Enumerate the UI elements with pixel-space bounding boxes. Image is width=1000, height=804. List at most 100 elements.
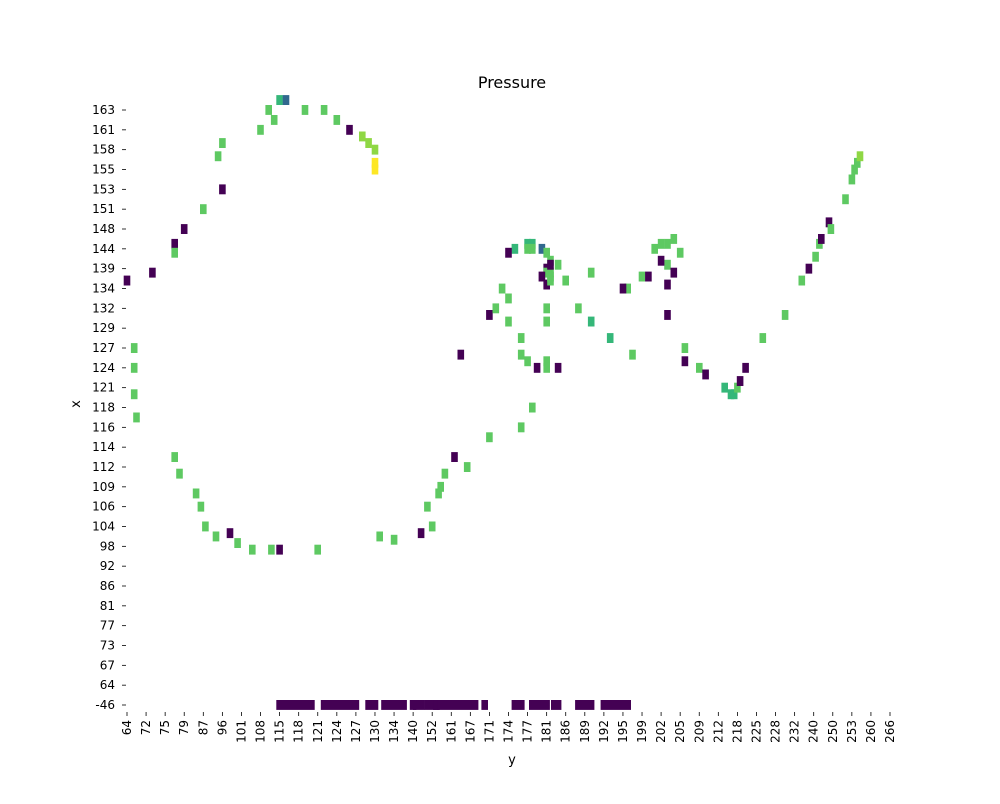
heatmap-cell [851,164,858,175]
heatmap-cell [517,422,525,433]
heatmap-cell [854,157,861,168]
heatmap-cell [657,238,665,249]
x-tick-label: 181 [540,720,554,743]
heatmap-cell-bottom-band [575,700,595,710]
heatmap-cell [257,124,264,135]
y-tick-label: 67 [100,658,115,672]
heatmap-cell [123,275,131,286]
heatmap-cell [463,462,471,472]
heatmap-cell [547,271,554,282]
x-tick-label: 250 [826,720,840,743]
heatmap-cell [314,544,321,555]
heatmap-cell [562,275,569,286]
x-tick-label: 212 [711,720,725,743]
heatmap-cell [180,224,188,234]
x-tick-label: 199 [635,720,649,743]
y-tick-label: 73 [100,639,115,653]
y-tick-label: 77 [100,619,115,633]
x-tick-label: 121 [311,720,325,743]
x-tick-label: 253 [845,720,859,743]
heatmap-cell [265,105,272,115]
y-tick-label: 148 [92,222,115,236]
heatmap-cell [670,234,678,244]
heatmap-cell [759,333,767,343]
y-tick-label: 109 [92,480,115,494]
heatmap-cell [524,238,531,249]
heatmap-cell [492,303,500,314]
x-axis-label: y [508,753,516,768]
heatmap-cell [149,267,156,278]
heatmap-cell [529,238,536,249]
heatmap-cell [681,343,689,353]
heatmap-cell [268,544,275,555]
x-tick-label: 240 [807,720,821,743]
y-ticks-layer: 163 161 158 155 153 151 148 144 139 134 132 129 127 1… [92,103,126,712]
heatmap-cell [130,343,138,353]
heatmap-cell [543,303,550,314]
y-tick-label: -46 [95,698,115,712]
y-tick-label: 98 [100,539,115,553]
x-tick-label: 72 [139,720,153,735]
heatmap-cell [234,538,241,548]
heatmap-cell [498,283,506,294]
heatmap-cell [441,468,449,479]
chart-title: Pressure [478,73,546,92]
y-tick-label: 161 [92,123,115,137]
heatmap-cell [543,362,550,373]
heatmap-cell [130,389,138,400]
x-tick-label: 232 [788,720,802,743]
heatmap-cell [645,271,652,282]
heatmap-cell [781,310,789,320]
x-tick-label: 167 [463,720,477,743]
x-tick-label: 174 [502,720,516,743]
heatmap-cell [587,316,595,327]
x-tick-label: 228 [769,720,783,743]
y-tick-label: 155 [92,163,115,177]
heatmap-cell-bottom-band [481,700,488,710]
heatmap-cell [543,356,550,367]
heatmap-cell [547,259,554,270]
heatmap-cell-bottom-band [600,700,631,710]
heatmap-cell [730,389,738,400]
heatmap-cell [346,124,353,135]
x-tick-label: 195 [616,720,630,743]
heatmap-cell [171,238,178,249]
heatmap-cell [554,259,562,270]
heatmap-cell [219,184,226,195]
heatmap-cell [812,251,819,262]
x-ticks-layer: 64 72 75 79 87 96 101 108 115 118 121 124 127 130 134 1… [120,712,897,743]
x-tick-label: 101 [234,720,248,743]
heatmap-cell [734,382,741,393]
heatmap-cell [171,247,178,258]
heatmap-cell [517,333,525,343]
heatmap-cell [524,356,531,367]
y-tick-label: 124 [92,361,115,375]
x-tick-label: 64 [120,720,134,735]
x-tick-label: 205 [673,720,687,743]
heatmap-cell [219,138,226,148]
y-tick-label: 144 [92,242,115,256]
y-tick-label: 158 [92,143,115,157]
heatmap-cell [437,481,444,492]
heatmap-cell [848,174,856,185]
heatmap-cell [202,521,209,532]
x-tick-label: 202 [654,720,668,743]
y-tick-label: 64 [100,678,115,692]
heatmap-cell [212,531,220,542]
heatmap-cell [176,468,183,479]
heatmap-cell [696,362,703,373]
y-tick-label: 116 [92,420,115,434]
heatmap-cell [371,144,379,155]
y-tick-label: 92 [100,559,115,573]
heatmap-cell [214,151,222,162]
heatmap-cell [486,310,493,320]
heatmap-cell [818,234,825,244]
heatmap-cell [457,349,465,360]
heatmap-cell [320,105,328,115]
heatmap-cell [543,279,550,290]
heatmap-cell [664,238,671,249]
heatmap-cell [543,247,550,258]
heatmap-cell [529,402,536,413]
x-tick-label: 87 [196,720,210,735]
